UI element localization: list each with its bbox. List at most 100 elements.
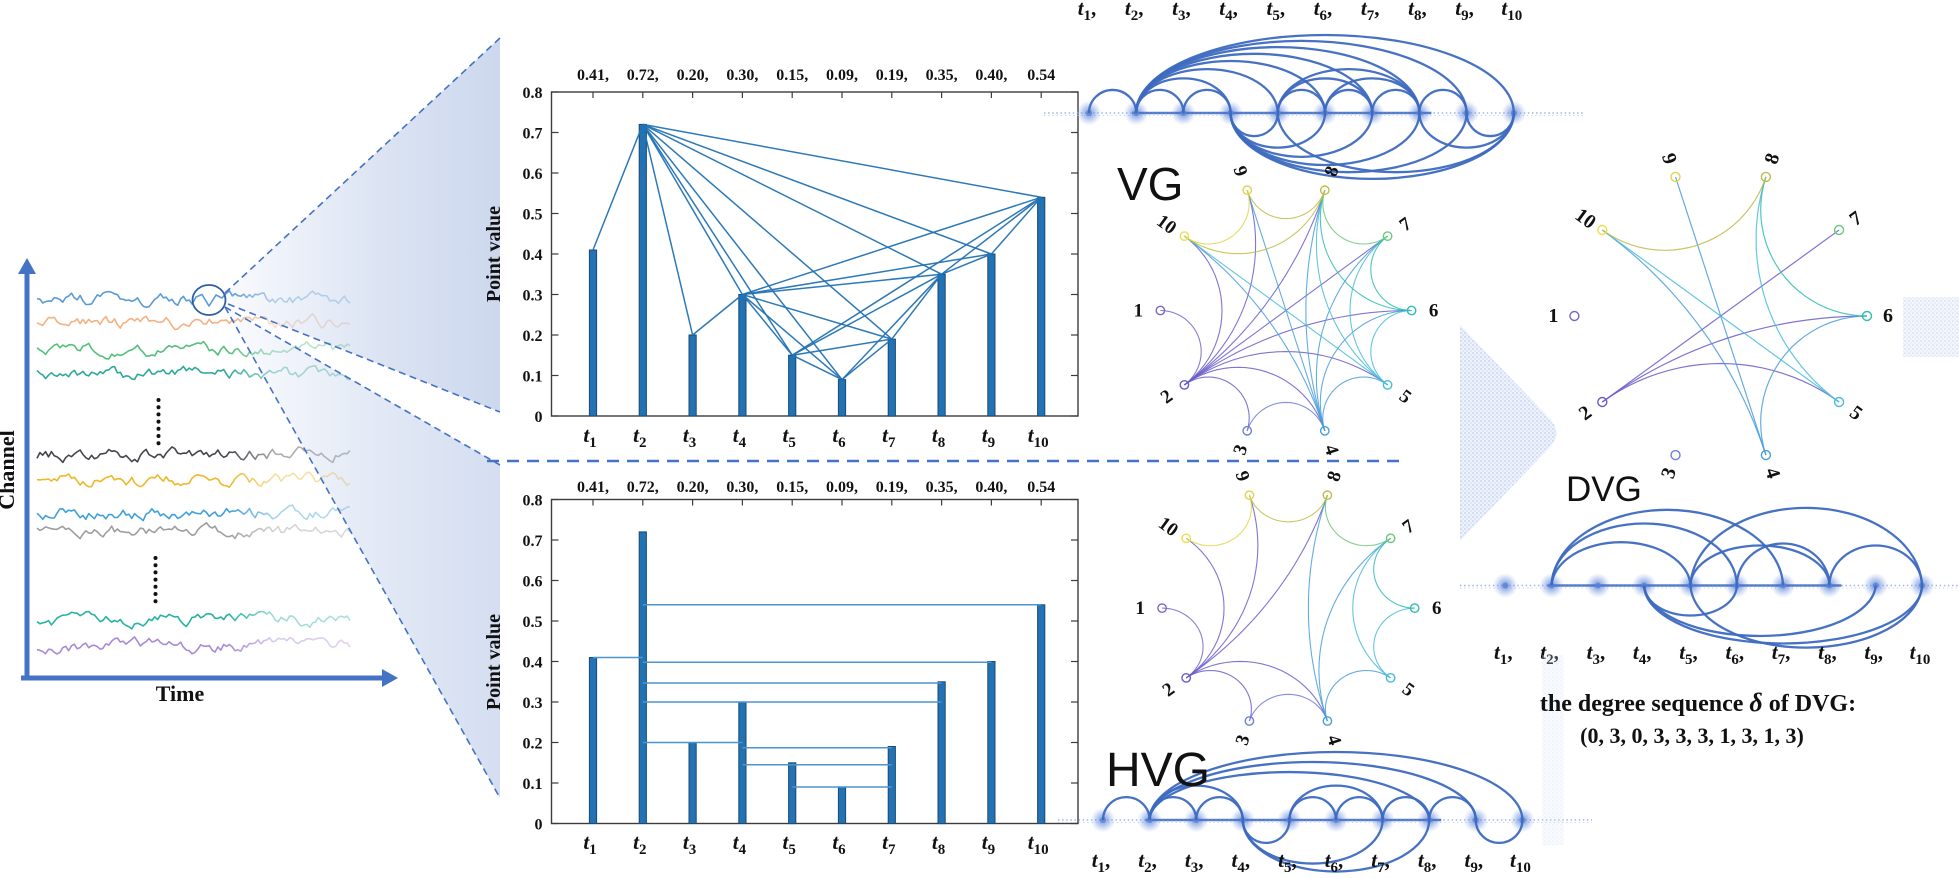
svg-text:0.35,: 0.35, xyxy=(926,479,958,496)
svg-text:0.15,: 0.15, xyxy=(776,479,808,496)
svg-text:VG: VG xyxy=(1117,158,1183,210)
svg-text:t3: t3 xyxy=(683,423,696,451)
svg-text:t2: t2 xyxy=(633,830,646,858)
svg-text:0.41,: 0.41, xyxy=(577,479,609,496)
svg-text:t4,: t4, xyxy=(1232,848,1251,876)
svg-text:0.20,: 0.20, xyxy=(677,67,709,84)
svg-text:0.54: 0.54 xyxy=(1027,67,1055,84)
svg-text:0.3: 0.3 xyxy=(523,288,543,305)
svg-text:t3: t3 xyxy=(683,830,696,858)
svg-text:t9: t9 xyxy=(982,830,995,858)
svg-text:t1: t1 xyxy=(583,830,596,858)
svg-text:t8,: t8, xyxy=(1408,0,1427,24)
svg-text:4: 4 xyxy=(1320,442,1343,458)
svg-text:t4: t4 xyxy=(733,423,747,451)
svg-text:t9,: t9, xyxy=(1864,640,1883,668)
svg-text:2: 2 xyxy=(1159,679,1179,702)
svg-text:7: 7 xyxy=(1396,213,1416,236)
svg-text:t1,: t1, xyxy=(1092,848,1111,876)
svg-text:6: 6 xyxy=(1432,598,1442,619)
svg-text:9: 9 xyxy=(1228,164,1251,180)
svg-text:t5,: t5, xyxy=(1278,848,1297,876)
svg-text:0.40,: 0.40, xyxy=(975,479,1007,496)
svg-text:t6,: t6, xyxy=(1325,848,1344,876)
svg-text:t4,: t4, xyxy=(1633,640,1652,668)
svg-text:Channel: Channel xyxy=(0,430,19,509)
svg-text:0.30,: 0.30, xyxy=(726,479,758,496)
svg-text:t3,: t3, xyxy=(1172,0,1191,24)
svg-text:t10: t10 xyxy=(1028,423,1049,451)
svg-text:5: 5 xyxy=(1395,386,1415,409)
svg-text:t1: t1 xyxy=(583,423,596,451)
svg-text:t9,: t9, xyxy=(1455,0,1474,24)
svg-text:0.5: 0.5 xyxy=(523,207,543,224)
svg-text:0.54: 0.54 xyxy=(1027,479,1055,496)
svg-text:4: 4 xyxy=(1322,732,1345,748)
svg-text:5: 5 xyxy=(1398,679,1418,702)
svg-text:8: 8 xyxy=(1323,469,1346,485)
svg-text:t7: t7 xyxy=(882,423,896,451)
svg-text:0.09,: 0.09, xyxy=(826,67,858,84)
svg-text:t4: t4 xyxy=(733,830,747,858)
svg-text:0.35,: 0.35, xyxy=(926,67,958,84)
svg-text:8: 8 xyxy=(1760,151,1784,167)
svg-text:7: 7 xyxy=(1399,515,1419,538)
svg-text:t5: t5 xyxy=(783,830,796,858)
svg-text:(0, 3, 0, 3, 3, 3, 1, 3, 1, 3): (0, 3, 0, 3, 3, 3, 1, 3, 1, 3) xyxy=(1580,723,1804,748)
svg-text:t10: t10 xyxy=(1028,830,1049,858)
svg-text:0.40,: 0.40, xyxy=(975,67,1007,84)
svg-text:0.6: 0.6 xyxy=(523,166,543,183)
svg-text:t8,: t8, xyxy=(1818,640,1837,668)
svg-text:Point value: Point value xyxy=(483,614,505,710)
svg-text:t7: t7 xyxy=(882,830,896,858)
svg-text:0.1: 0.1 xyxy=(523,776,543,793)
svg-text:t1,: t1, xyxy=(1078,0,1097,24)
svg-text:10: 10 xyxy=(1152,211,1180,239)
svg-text:9: 9 xyxy=(1657,151,1681,167)
svg-text:t7,: t7, xyxy=(1361,0,1380,24)
svg-text:1: 1 xyxy=(1134,301,1144,322)
svg-text:0.7: 0.7 xyxy=(523,126,543,143)
svg-text:Point value: Point value xyxy=(483,206,505,302)
svg-text:t4,: t4, xyxy=(1219,0,1238,24)
svg-text:t9,: t9, xyxy=(1465,848,1484,876)
svg-text:t5,: t5, xyxy=(1267,0,1286,24)
svg-text:t3,: t3, xyxy=(1185,848,1204,876)
svg-text:t8: t8 xyxy=(932,830,945,858)
svg-text:0.72,: 0.72, xyxy=(627,479,659,496)
svg-text:0.2: 0.2 xyxy=(523,328,543,345)
svg-text:t5,: t5, xyxy=(1679,640,1698,668)
svg-text:3: 3 xyxy=(1229,442,1252,458)
svg-text:3: 3 xyxy=(1232,732,1255,748)
svg-text:5: 5 xyxy=(1845,401,1866,425)
svg-text:t6: t6 xyxy=(832,830,846,858)
svg-text:t2,: t2, xyxy=(1138,848,1157,876)
svg-text:t6,: t6, xyxy=(1314,0,1333,24)
svg-text:0.6: 0.6 xyxy=(523,574,543,591)
svg-text:0.72,: 0.72, xyxy=(627,67,659,84)
svg-text:0.4: 0.4 xyxy=(523,247,543,264)
svg-text:6: 6 xyxy=(1429,301,1439,322)
svg-text:t6,: t6, xyxy=(1726,640,1745,668)
svg-text:9: 9 xyxy=(1231,469,1254,485)
svg-text:0.09,: 0.09, xyxy=(826,479,858,496)
svg-text:0.19,: 0.19, xyxy=(876,67,908,84)
svg-text:0.3: 0.3 xyxy=(523,695,543,712)
svg-text:t10: t10 xyxy=(1510,848,1531,876)
svg-text:t1,: t1, xyxy=(1494,640,1513,668)
svg-text:HVG: HVG xyxy=(1106,744,1210,797)
svg-text:6: 6 xyxy=(1883,305,1893,327)
svg-text:the degree sequence δ of DVG:: the degree sequence δ of DVG: xyxy=(1540,688,1856,717)
svg-text:0.2: 0.2 xyxy=(523,736,543,753)
svg-text:0.15,: 0.15, xyxy=(776,67,808,84)
svg-text:0: 0 xyxy=(535,409,543,426)
svg-text:0.30,: 0.30, xyxy=(726,67,758,84)
svg-text:t7,: t7, xyxy=(1772,640,1791,668)
svg-text:0.20,: 0.20, xyxy=(677,479,709,496)
svg-text:1: 1 xyxy=(1548,305,1558,327)
svg-text:0.5: 0.5 xyxy=(523,614,543,631)
svg-text:0.19,: 0.19, xyxy=(876,479,908,496)
svg-text:3: 3 xyxy=(1657,465,1681,481)
svg-text:0.4: 0.4 xyxy=(523,655,543,672)
svg-text:0.8: 0.8 xyxy=(523,493,543,510)
